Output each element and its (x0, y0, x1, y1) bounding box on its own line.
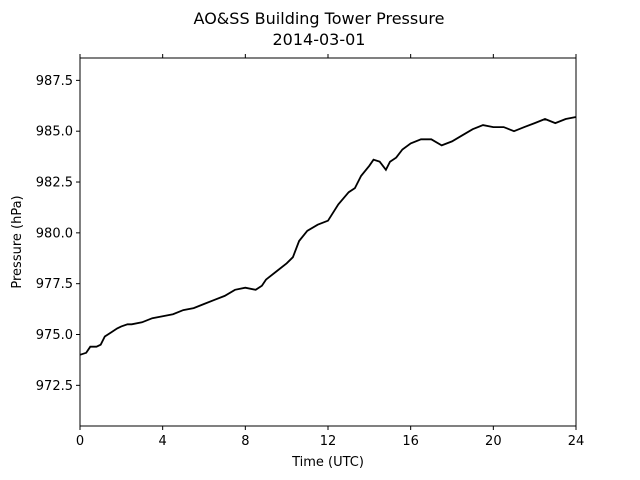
y-tick-label: 982.5 (36, 176, 73, 191)
chart-title: AO&SS Building Tower Pressure (194, 9, 445, 28)
y-tick-label: 977.5 (36, 277, 73, 292)
y-tick-label: 972.5 (36, 379, 73, 394)
y-tick-label: 987.5 (36, 74, 73, 89)
y-axis-label: Pressure (hPa) (10, 195, 25, 288)
plot-frame (79, 57, 577, 427)
y-tick-label: 980.0 (36, 226, 73, 241)
pressure-series-line (79, 116, 577, 356)
chart-subtitle: 2014-03-01 (273, 30, 366, 49)
x-tick-label: 20 (485, 434, 502, 449)
x-tick-label: 16 (402, 434, 419, 449)
x-tick-label: 4 (159, 434, 167, 449)
y-axis: 972.5 975.0 977.5 980.0 982.5 985.0 987.5 (36, 74, 80, 394)
x-axis: 0 4 8 12 16 20 24 (76, 54, 584, 449)
x-tick-label: 0 (76, 434, 84, 449)
y-tick-label: 985.0 (36, 125, 73, 140)
x-axis-label: Time (UTC) (291, 455, 364, 470)
x-tick-label: 12 (320, 434, 337, 449)
x-tick-label: 24 (568, 434, 585, 449)
y-tick-label: 975.0 (36, 328, 73, 343)
plot-area (80, 58, 576, 426)
x-tick-label: 8 (241, 434, 249, 449)
